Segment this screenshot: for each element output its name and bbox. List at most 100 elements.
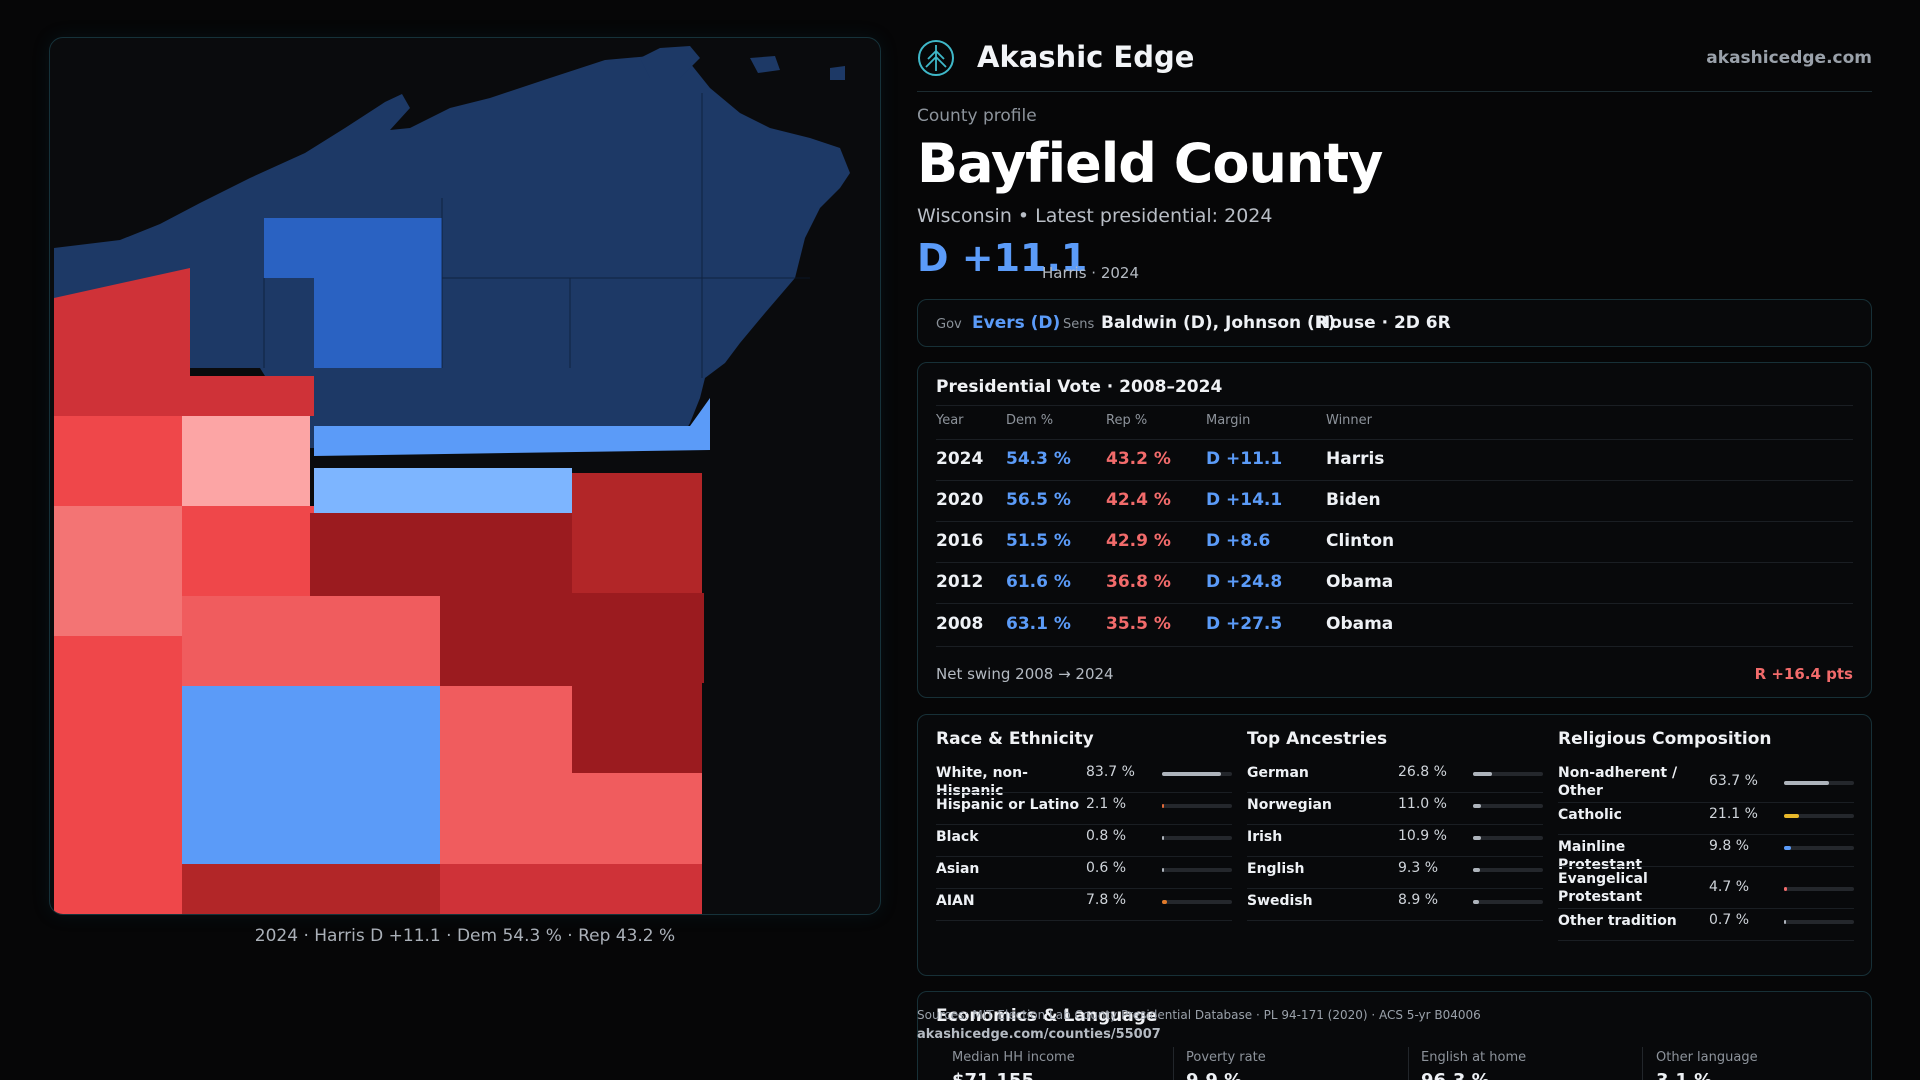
share-bar-fill — [1784, 814, 1799, 818]
col-header-rep: Rep % — [1106, 413, 1148, 428]
list-item[interactable]: Norwegian 11.0 % — [1247, 793, 1543, 825]
row-rep: 35.5 % — [1106, 614, 1171, 634]
map-caption: 2024 · Harris D +11.1 · Dem 54.3 % · Rep… — [254, 926, 676, 946]
map-region[interactable] — [182, 864, 440, 915]
map-region[interactable] — [54, 416, 182, 506]
map-island[interactable] — [830, 66, 845, 80]
row-margin: D +14.1 — [1206, 490, 1283, 510]
map-region[interactable] — [54, 268, 314, 416]
share-bar-track — [1162, 804, 1232, 808]
share-bar-track — [1784, 814, 1854, 818]
map-region[interactable] — [572, 773, 702, 864]
share-bar-fill — [1162, 804, 1164, 808]
item-label: Mainline Protestant — [1558, 839, 1643, 873]
map-region[interactable] — [440, 686, 572, 864]
list-item[interactable]: German 26.8 % — [1247, 761, 1543, 793]
map-region[interactable] — [440, 864, 702, 915]
item-label: Norwegian — [1247, 797, 1332, 813]
map-island[interactable] — [750, 56, 780, 73]
list-item[interactable]: Catholic 21.1 % — [1558, 803, 1854, 835]
item-label: Catholic — [1558, 807, 1622, 823]
map-region[interactable] — [572, 683, 702, 773]
map-region[interactable] — [54, 506, 182, 636]
list-item[interactable]: White, non-Hispanic 83.7 % — [936, 761, 1232, 799]
row-rep: 36.8 % — [1106, 572, 1171, 592]
row-dem: 63.1 % — [1006, 614, 1071, 634]
divider — [1247, 920, 1543, 921]
item-label: Other tradition — [1558, 913, 1677, 929]
row-year: 2008 — [936, 614, 984, 634]
map-region[interactable] — [572, 473, 702, 593]
item-value: 4.7 % — [1709, 879, 1750, 895]
list-item[interactable]: Non-adherent / Other 63.7 % — [1558, 761, 1854, 803]
share-bar-track — [1784, 887, 1854, 891]
site-link[interactable]: akashicedge.com — [1706, 48, 1872, 68]
share-bar-track — [1473, 772, 1543, 776]
map-region[interactable] — [572, 593, 704, 683]
map-region[interactable] — [264, 218, 314, 278]
map-region[interactable] — [314, 218, 442, 368]
list-item[interactable]: Black 0.8 % — [936, 825, 1232, 857]
share-bar-fill — [1473, 804, 1481, 808]
list-item[interactable]: English 9.3 % — [1247, 857, 1543, 889]
brand-name[interactable]: Akashic Edge — [977, 40, 1195, 74]
presidential-title: Presidential Vote · 2008–2024 — [936, 377, 1223, 397]
map-island[interactable] — [640, 46, 700, 78]
row-rep: 43.2 % — [1106, 449, 1171, 469]
divider — [1247, 856, 1543, 857]
list-item[interactable]: Evangelical Protestant 4.7 % — [1558, 867, 1854, 909]
latest-margin: D +11.1 — [917, 236, 1088, 280]
map-region[interactable] — [54, 636, 182, 915]
divider — [1247, 824, 1543, 825]
page-subtitle: Wisconsin • Latest presidential: 2024 — [917, 205, 1273, 227]
list-item[interactable]: Irish 10.9 % — [1247, 825, 1543, 857]
officials-card: Gov Evers (D) Sens Baldwin (D), Johnson … — [917, 299, 1872, 347]
map-region[interactable] — [182, 506, 314, 596]
map-region-north[interactable] — [54, 48, 850, 448]
share-bar-fill — [1473, 836, 1481, 840]
tree-logo-icon[interactable] — [917, 39, 955, 77]
gov-value: Evers (D) — [972, 313, 1061, 333]
divider — [936, 792, 1232, 793]
item-label: Swedish — [1247, 893, 1313, 909]
list-item[interactable]: Swedish 8.9 % — [1247, 889, 1543, 921]
map-region[interactable] — [182, 416, 310, 506]
map-region[interactable] — [314, 468, 572, 513]
source-url-link[interactable]: akashicedge.com/counties/55007 — [917, 1027, 1161, 1042]
county-map[interactable] — [49, 37, 881, 915]
gov-label: Gov — [936, 317, 962, 332]
map-region[interactable] — [440, 596, 572, 686]
row-winner: Clinton — [1326, 531, 1395, 551]
row-dem: 61.6 % — [1006, 572, 1071, 592]
item-value: 83.7 % — [1086, 764, 1135, 780]
divider — [936, 480, 1853, 481]
sens-value: Baldwin (D), Johnson (R) — [1101, 313, 1336, 333]
share-bar-track — [1473, 900, 1543, 904]
map-region[interactable] — [182, 596, 440, 686]
share-bar-track — [1473, 804, 1543, 808]
list-item[interactable]: AIAN 7.8 % — [936, 889, 1232, 921]
item-value: 0.7 % — [1709, 912, 1750, 928]
econ-value-english: 96.3 % — [1421, 1070, 1490, 1080]
row-margin: D +27.5 — [1206, 614, 1283, 634]
share-bar-fill — [1473, 772, 1492, 776]
list-item[interactable]: Mainline Protestant 9.8 % — [1558, 835, 1854, 873]
econ-value-other-language: 3.1 % — [1656, 1070, 1712, 1080]
list-item[interactable]: Other tradition 0.7 % — [1558, 909, 1854, 941]
divider — [1247, 792, 1543, 793]
share-bar-track — [1162, 868, 1232, 872]
map-region[interactable] — [182, 686, 440, 864]
religion-title: Religious Composition — [1558, 729, 1772, 749]
list-item[interactable]: Asian 0.6 % — [936, 857, 1232, 889]
share-bar-track — [1784, 846, 1854, 850]
row-rep: 42.9 % — [1106, 531, 1171, 551]
econ-label-income: Median HH income — [952, 1050, 1075, 1065]
precinct-map-svg[interactable] — [50, 38, 881, 915]
map-region[interactable] — [310, 513, 572, 596]
list-item[interactable]: Hispanic or Latino 2.1 % — [936, 793, 1232, 825]
map-region[interactable] — [314, 398, 710, 456]
item-value: 21.1 % — [1709, 806, 1758, 822]
net-swing-label: Net swing 2008 → 2024 — [936, 665, 1114, 683]
item-label: German — [1247, 765, 1309, 781]
item-value: 8.9 % — [1398, 892, 1439, 908]
